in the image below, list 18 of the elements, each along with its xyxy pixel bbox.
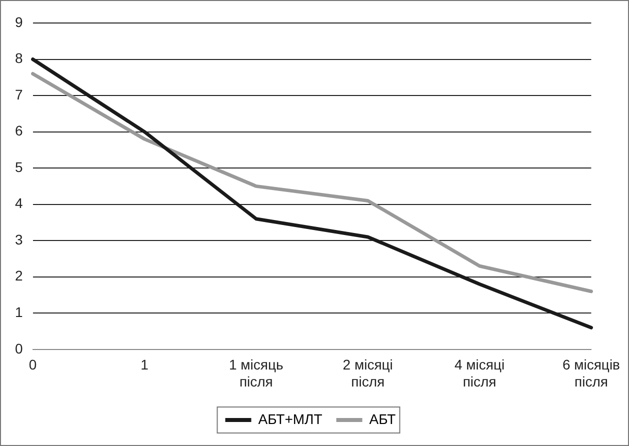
y-tick-label: 2 xyxy=(14,268,23,284)
x-tick-label: 1 xyxy=(140,356,149,373)
y-tick-label: 5 xyxy=(14,158,23,175)
x-tick-label: 6 місяців після xyxy=(562,356,620,390)
legend-label: АБТ xyxy=(369,410,396,427)
y-tick-label: 9 xyxy=(14,14,23,30)
y-tick-label: 3 xyxy=(14,231,23,248)
legend-label: АБТ+МЛТ xyxy=(258,410,323,427)
x-tick-label: 4 місяці після xyxy=(454,356,505,390)
x-tick-label: 0 xyxy=(28,356,37,373)
y-tick-label: 8 xyxy=(14,50,23,66)
y-tick-label: 1 xyxy=(14,304,23,320)
y-tick-label: 7 xyxy=(14,86,23,102)
y-tick-label: 4 xyxy=(14,195,23,212)
y-tick-label: 6 xyxy=(14,122,23,139)
x-tick-label: 1 місяць після xyxy=(229,356,284,390)
y-tick-label: 0 xyxy=(14,340,23,356)
x-tick-label: 2 місяці після xyxy=(342,356,393,390)
